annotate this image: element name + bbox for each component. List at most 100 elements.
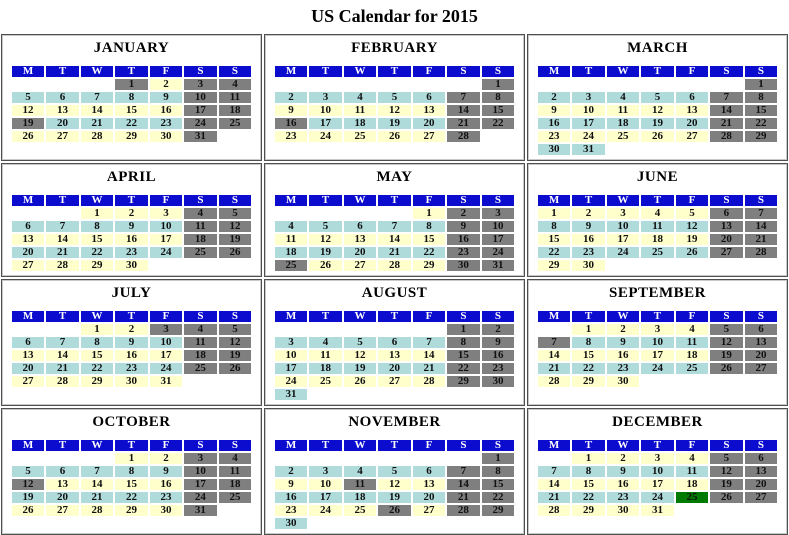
day-cell: 31 [184,131,217,142]
day-cell: 8 [412,221,446,232]
month-name: NOVEMBER [348,414,441,430]
day-cell: 9 [572,221,605,232]
day-cell: 23 [274,505,308,516]
empty-cell [745,505,778,516]
day-cell: 13 [11,350,45,361]
day-cell: 7 [537,337,571,348]
empty-cell [219,505,252,516]
day-cell: 19 [710,350,743,361]
day-cell: 23 [447,247,480,258]
empty-cell [344,208,376,219]
day-cell: 19 [641,118,674,129]
week-row: 31 [274,389,514,400]
weekday-header-cell: S [744,440,778,451]
day-cell: 5 [675,208,709,219]
day-cell: 12 [11,105,45,116]
day-cell: 7 [412,337,446,348]
day-cell: 9 [606,337,640,348]
day-cell: 29 [412,260,446,271]
weekday-header-cell: T [309,195,342,206]
day-cell: 24 [641,363,674,374]
day-cell: 27 [412,505,446,516]
day-cell: 3 [184,79,217,90]
day-cell: 12 [343,350,377,361]
week-row: 1 [538,79,778,90]
day-cell: 27 [46,131,79,142]
empty-cell [710,376,742,387]
empty-cell [309,453,341,464]
day-cell: 1 [412,208,446,219]
day-cell: 9 [274,479,308,490]
day-cell: 19 [309,247,342,258]
week-row: 19 20 21 22 23 24 25 [11,118,252,129]
day-cell: 10 [309,479,342,490]
empty-cell [81,79,113,90]
day-cell: 20 [675,118,709,129]
day-cell: 9 [447,221,480,232]
empty-cell [344,79,376,90]
day-cell: 29 [80,376,114,387]
day-cell: 11 [641,221,674,232]
day-cell: 13 [11,234,45,245]
day-cell: 14 [537,479,571,490]
week-row: 13 14 15 16 17 18 19 [11,234,252,245]
day-cell: 3 [481,208,515,219]
day-cell: 5 [218,324,252,335]
day-cell: 24 [149,363,183,374]
empty-cell [413,79,445,90]
week-row: 28 29 30 [537,376,777,387]
day-cell: 5 [710,453,743,464]
empty-cell [378,324,410,335]
week-row: 22 23 24 25 26 27 28 [537,247,778,258]
day-cell: 18 [641,234,674,245]
day-cell: 26 [309,260,342,271]
day-cell: 21 [80,118,114,129]
day-cell: 8 [481,92,515,103]
weekday-header-cell: M [11,66,45,77]
weekday-header-cell: S [184,440,217,451]
day-cell: 5 [309,221,342,232]
day-cell: 14 [378,234,411,245]
empty-cell [275,324,307,335]
day-cell: 28 [447,505,480,516]
week-row: 14 15 16 17 18 19 20 [537,350,778,361]
empty-cell [309,79,341,90]
day-cell: 19 [710,479,743,490]
day-cell: 2 [274,466,308,477]
weekday-header-cell: S [184,195,217,206]
day-cell: 16 [537,118,571,129]
weekday-header-cell: T [115,66,148,77]
day-cell: 17 [274,363,308,374]
week-row: 15 16 17 18 19 20 21 [537,234,778,245]
day-cell: 4 [274,221,308,232]
day-cell: 28 [412,376,446,387]
weekday-header-cell: S [218,311,252,322]
day-cell: 18 [184,234,217,245]
day-cell: 6 [46,466,79,477]
day-cell: 24 [274,376,308,387]
day-cell: 23 [115,363,148,374]
empty-cell [676,376,708,387]
day-cell: 17 [184,105,217,116]
day-cell: 8 [447,337,480,348]
weekday-header-cell: F [675,195,709,206]
day-cell: 5 [11,92,45,103]
day-cell: 27 [710,247,743,258]
day-cell: 2 [115,208,148,219]
week-row: 25 26 27 28 29 30 31 [274,260,515,271]
day-cell: 19 [343,363,377,374]
weekday-header-cell: S [447,66,480,77]
day-cell: 16 [115,350,148,361]
day-cell: 8 [744,92,778,103]
